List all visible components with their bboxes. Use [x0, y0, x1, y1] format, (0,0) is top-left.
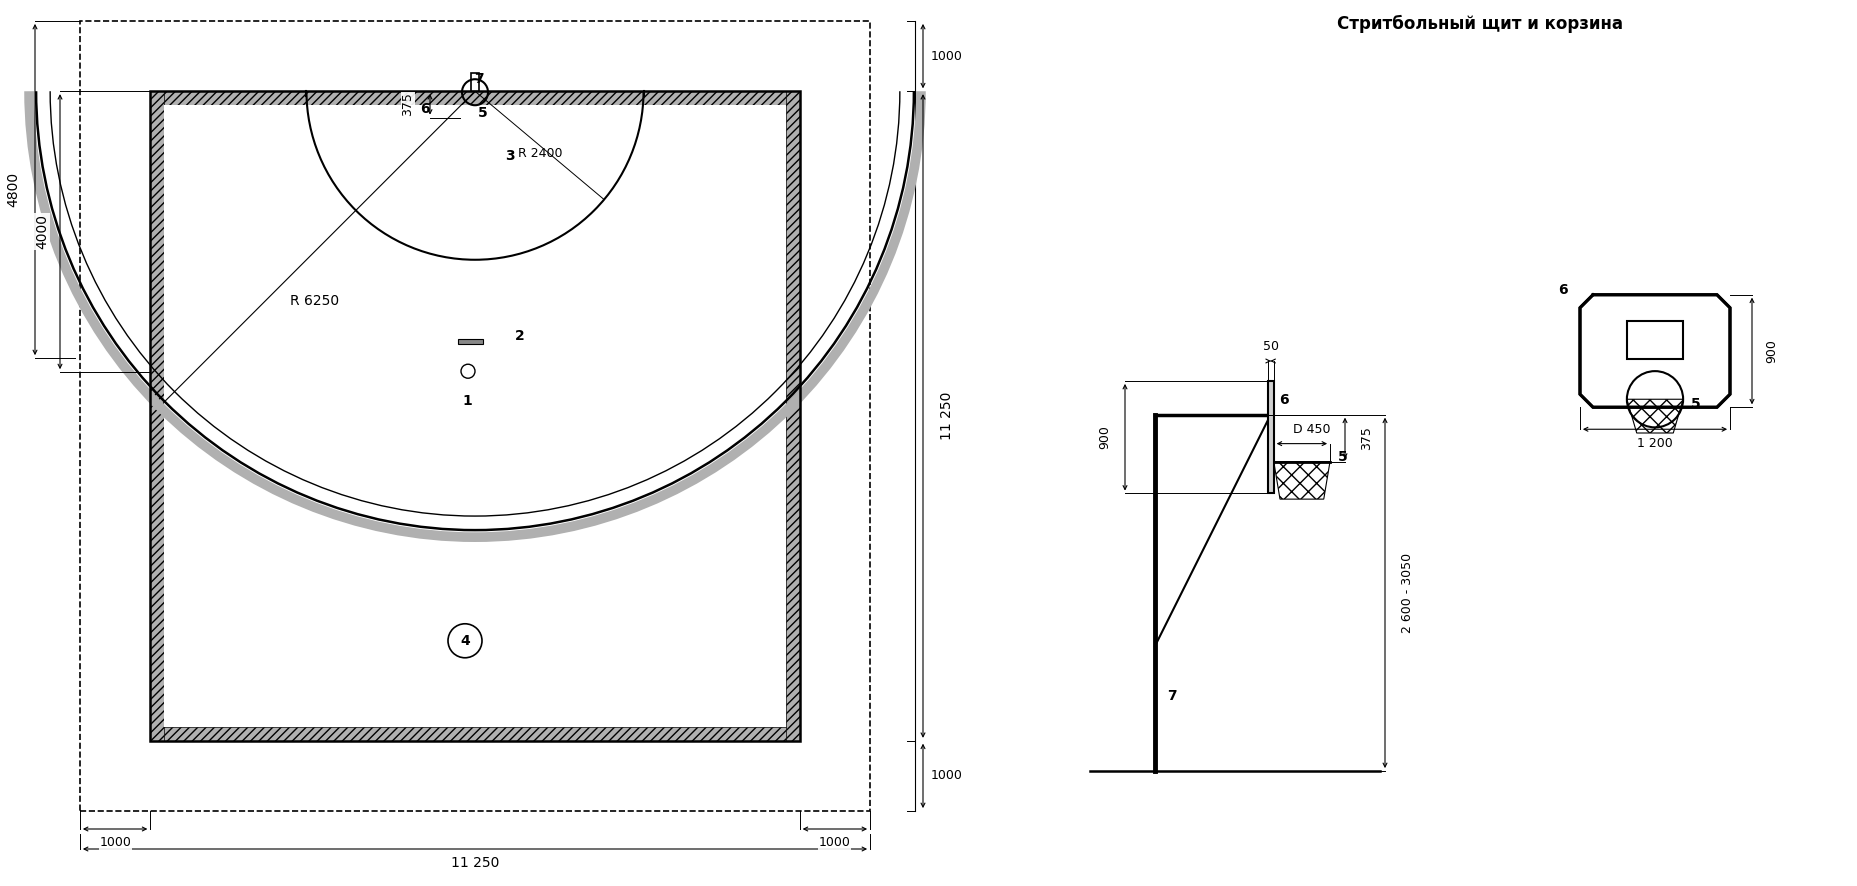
Text: 4000: 4000 [35, 214, 48, 249]
Bar [80, 21, 869, 811]
Bar [150, 91, 163, 741]
Text: 5: 5 [1337, 449, 1346, 463]
Bar [457, 338, 483, 344]
Text: 375: 375 [1359, 426, 1372, 450]
Bar [1266, 381, 1274, 494]
Text: 7: 7 [1166, 689, 1175, 703]
Text: 1 200: 1 200 [1636, 437, 1671, 450]
Bar [150, 727, 799, 741]
Text: 6: 6 [1278, 392, 1287, 407]
Text: 11 250: 11 250 [940, 392, 953, 440]
Text: 1000: 1000 [819, 836, 851, 850]
Text: 1: 1 [462, 394, 472, 408]
Text: 900: 900 [1097, 425, 1110, 449]
Bar [786, 91, 799, 741]
Text: 5: 5 [1690, 397, 1699, 411]
Bar [150, 91, 799, 105]
Polygon shape [1578, 295, 1729, 408]
Bar [150, 91, 799, 741]
Text: 900: 900 [1764, 339, 1777, 363]
Bar [163, 105, 786, 727]
Text: D 450: D 450 [1292, 424, 1330, 436]
Text: Стритбольный щит и корзина: Стритбольный щит и корзина [1337, 15, 1623, 33]
Text: 6: 6 [420, 102, 429, 116]
Text: 11 250: 11 250 [451, 856, 500, 870]
Text: 1000: 1000 [930, 769, 962, 782]
Text: 3: 3 [505, 149, 514, 163]
Text: 2 600 - 3050: 2 600 - 3050 [1400, 553, 1413, 633]
Text: 6: 6 [1558, 283, 1567, 297]
Text: 1000: 1000 [930, 50, 962, 63]
Text: 1000: 1000 [98, 836, 132, 850]
Text: 4800: 4800 [6, 172, 20, 207]
Text: 4: 4 [461, 633, 470, 648]
Text: R 2400: R 2400 [518, 147, 563, 159]
Bar [1627, 321, 1682, 359]
Bar [472, 74, 479, 91]
Text: 7: 7 [474, 73, 483, 86]
Text: 375: 375 [401, 92, 414, 116]
Text: 50: 50 [1263, 340, 1278, 354]
Text: R 6250: R 6250 [290, 294, 340, 308]
Text: 5: 5 [477, 106, 488, 120]
Text: 2: 2 [514, 330, 524, 343]
